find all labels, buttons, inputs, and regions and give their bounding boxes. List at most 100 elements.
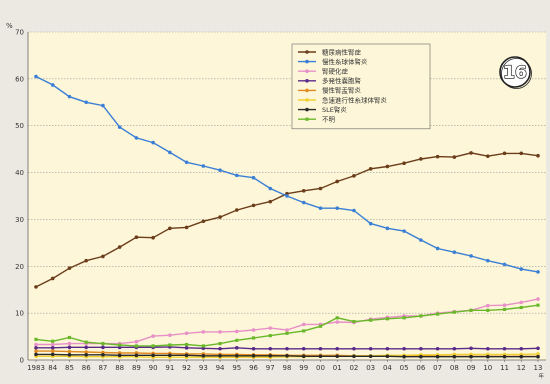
legend-swatch-marker — [305, 69, 309, 73]
series-point — [402, 354, 406, 359]
series-point — [168, 343, 172, 347]
series-point — [184, 225, 189, 230]
series-point — [251, 346, 256, 351]
series-point — [502, 303, 507, 307]
series-point — [402, 316, 406, 320]
legend-label: 慢性糸球体腎炎 — [322, 57, 368, 66]
series-point — [469, 254, 473, 258]
series-point — [50, 276, 55, 281]
series-point — [185, 342, 189, 347]
badge-circle — [499, 56, 531, 88]
legend-swatch-marker — [305, 88, 309, 93]
series-point — [268, 326, 273, 330]
series-point — [469, 354, 473, 359]
x-tick-label: 95 — [232, 364, 241, 372]
x-tick-label: 97 — [266, 364, 275, 372]
series-point — [84, 350, 88, 354]
series-point — [335, 320, 340, 324]
series-point — [168, 226, 172, 231]
series-point — [318, 354, 323, 359]
series-point — [452, 310, 456, 314]
series-point — [67, 345, 72, 350]
series-point — [34, 346, 38, 350]
series-point — [218, 168, 222, 173]
series-point — [469, 151, 473, 155]
series-0 — [34, 151, 540, 289]
series-point — [184, 331, 189, 336]
legend-label: 糖尿病性腎症 — [322, 47, 362, 56]
legend-swatch-marker — [305, 107, 309, 112]
series-point — [335, 346, 340, 351]
series-point — [352, 319, 356, 324]
series-point — [151, 334, 155, 338]
x-tick-label: 03 — [366, 364, 375, 372]
series-point — [385, 354, 390, 359]
series-point — [251, 203, 256, 208]
series-point — [368, 221, 373, 226]
series-point — [251, 336, 256, 340]
x-tick-label: 88 — [115, 364, 124, 372]
series-point — [469, 346, 473, 351]
x-tick-label: 94 — [216, 364, 225, 372]
series-point — [117, 353, 122, 358]
series-point — [502, 151, 507, 156]
series-point — [519, 300, 524, 305]
chart-badge: 16 — [499, 56, 532, 89]
x-tick-label: 09 — [467, 364, 476, 372]
series-point — [486, 154, 490, 158]
series-point — [151, 344, 155, 348]
series-point — [134, 344, 138, 348]
series-point — [452, 250, 457, 255]
series-point — [84, 258, 88, 263]
series-point — [34, 342, 38, 347]
x-tick-label: 99 — [299, 364, 308, 372]
series-point — [385, 317, 389, 321]
x-tick-label: 12 — [517, 364, 526, 372]
series-point — [168, 353, 172, 358]
series-point — [502, 346, 507, 351]
series-point — [251, 328, 256, 332]
series-point — [84, 345, 88, 350]
y-tick-label: 30 — [15, 216, 24, 224]
x-tick-label: 05 — [400, 364, 409, 372]
y-tick-label: 10 — [15, 310, 24, 318]
series-point — [352, 174, 356, 178]
x-tick-label: 02 — [349, 364, 358, 372]
badge-number: 16 — [503, 63, 527, 83]
series-point — [117, 245, 122, 249]
x-tick-label: 86 — [82, 364, 91, 372]
x-axis-suffix: 年 — [538, 372, 544, 380]
y-tick-label: 60 — [15, 75, 24, 83]
series-point — [486, 308, 490, 312]
legend-label: SLE腎炎 — [322, 105, 347, 114]
series-point — [117, 125, 122, 129]
x-tick-label: 92 — [182, 364, 191, 372]
series-point — [118, 343, 122, 347]
series-point — [251, 175, 256, 180]
series-point — [218, 353, 222, 358]
series-point — [201, 353, 206, 358]
series-point — [519, 267, 524, 271]
series-point — [50, 346, 55, 350]
series-point — [419, 346, 423, 351]
y-tick-label: 50 — [15, 122, 24, 130]
series-point — [536, 354, 540, 359]
x-tick-label: 00 — [316, 364, 325, 372]
legend-swatch-marker — [305, 59, 309, 64]
series-point — [50, 349, 55, 353]
series-point — [218, 215, 222, 219]
series-point — [184, 160, 189, 165]
series-point — [301, 354, 306, 359]
series-point — [34, 349, 38, 353]
x-tick-label: 04 — [383, 364, 392, 372]
grid-lines — [28, 31, 546, 314]
series-point — [134, 235, 139, 240]
series-point — [435, 154, 440, 159]
y-tick-label: 70 — [15, 29, 24, 37]
x-tick-label: 91 — [165, 364, 174, 372]
series-point — [67, 349, 72, 354]
series-point — [285, 328, 289, 332]
series-point — [486, 303, 490, 308]
x-tick-label: 93 — [199, 364, 208, 372]
series-point — [101, 353, 105, 357]
